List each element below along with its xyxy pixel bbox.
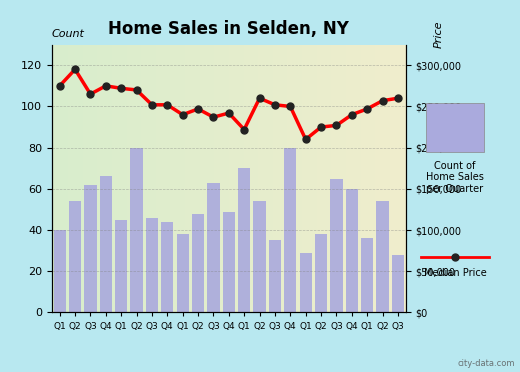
Bar (146, 218, 158, 312)
Bar (346, 189, 358, 312)
Y-axis label: Price: Price (434, 20, 444, 48)
Bar (100, 176, 112, 312)
FancyBboxPatch shape (426, 103, 484, 152)
Bar (315, 234, 327, 312)
Bar (223, 212, 235, 312)
Bar (361, 238, 373, 312)
Bar (192, 214, 204, 312)
Text: Count: Count (52, 29, 85, 39)
Bar (207, 183, 219, 312)
Bar (131, 148, 142, 312)
Text: city-data.com: city-data.com (457, 359, 515, 368)
Bar (392, 255, 404, 312)
Bar (284, 148, 296, 312)
Bar (69, 201, 81, 312)
Text: Count of
Home Sales
per Quarter: Count of Home Sales per Quarter (426, 161, 484, 194)
Bar (54, 230, 66, 312)
Bar (330, 179, 343, 312)
Bar (84, 185, 97, 312)
Bar (115, 220, 127, 312)
Bar (253, 201, 266, 312)
Bar (176, 234, 189, 312)
Bar (376, 201, 388, 312)
Bar (238, 168, 250, 312)
Bar (161, 222, 174, 312)
Bar (300, 253, 312, 312)
Text: Median Price: Median Price (424, 268, 486, 278)
Bar (269, 240, 281, 312)
Title: Home Sales in Selden, NY: Home Sales in Selden, NY (108, 19, 349, 38)
